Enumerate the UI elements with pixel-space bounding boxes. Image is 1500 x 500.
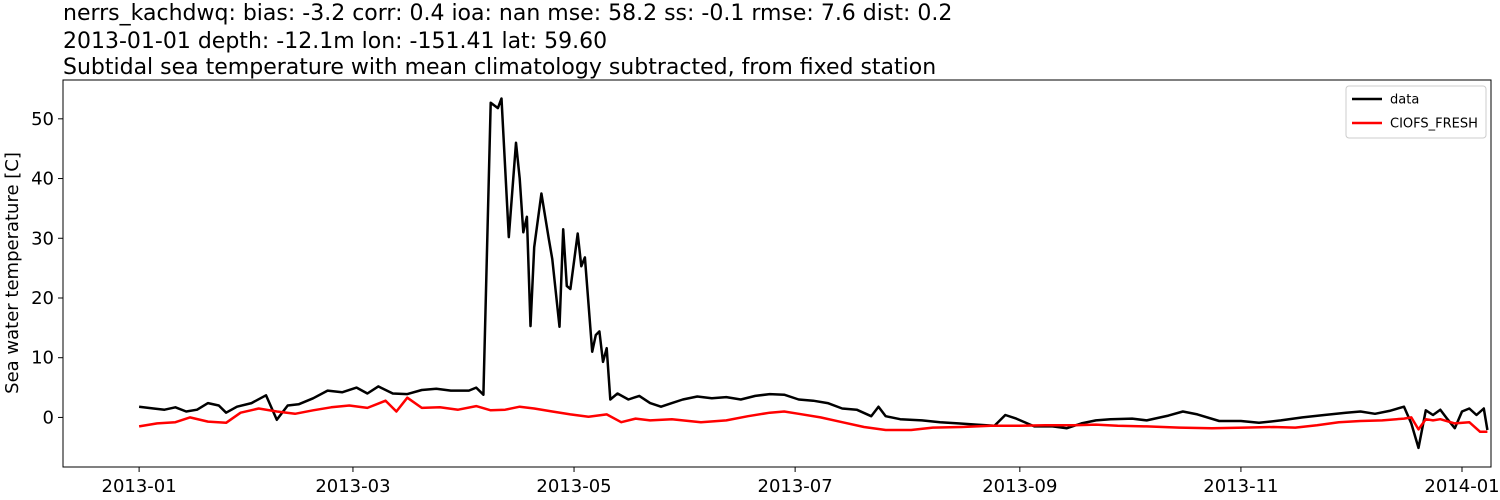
legend-label: CIOFS_FRESH xyxy=(1390,117,1478,132)
y-tick-label: 20 xyxy=(31,288,54,309)
y-tick-label: 30 xyxy=(31,228,54,249)
x-tick-label: 2013-03 xyxy=(315,476,390,497)
x-tick-label: 2013-05 xyxy=(536,476,611,497)
series-line-ciofs-fresh xyxy=(138,396,1488,434)
axes-frame xyxy=(62,79,1492,468)
legend-label: data xyxy=(1390,93,1419,108)
plot-area xyxy=(138,97,1489,450)
x-tick-label: 2013-09 xyxy=(982,476,1057,497)
y-tick-label: 50 xyxy=(31,109,54,130)
y-axis: 0 10 20 30 40 50 xyxy=(31,109,63,428)
legend: data CIOFS_FRESH xyxy=(1345,85,1487,139)
y-axis-label: Sea water temperature [C] xyxy=(2,152,23,394)
chart-title-line-1: nerrs_kachdwq: bias: -3.2 corr: 0.4 ioa:… xyxy=(63,1,953,26)
y-tick-label: 0 xyxy=(43,407,54,428)
x-tick-label: 2013-01 xyxy=(102,476,177,497)
x-tick-label: 2014-01 xyxy=(1424,476,1499,497)
x-tick-label: 2013-11 xyxy=(1203,476,1278,497)
y-tick-label: 10 xyxy=(31,348,54,369)
y-tick-label: 40 xyxy=(31,169,54,190)
chart-title-line-2: 2013-01-01 depth: -12.1m lon: -151.41 la… xyxy=(63,29,608,54)
x-tick-label: 2013-07 xyxy=(758,476,833,497)
series-line-data xyxy=(138,97,1489,450)
x-axis: 2013-01 2013-03 2013-05 2013-07 2013-09 2013-… xyxy=(102,467,1500,497)
chart-title-line-3: Subtidal sea temperature with mean clima… xyxy=(63,55,937,80)
